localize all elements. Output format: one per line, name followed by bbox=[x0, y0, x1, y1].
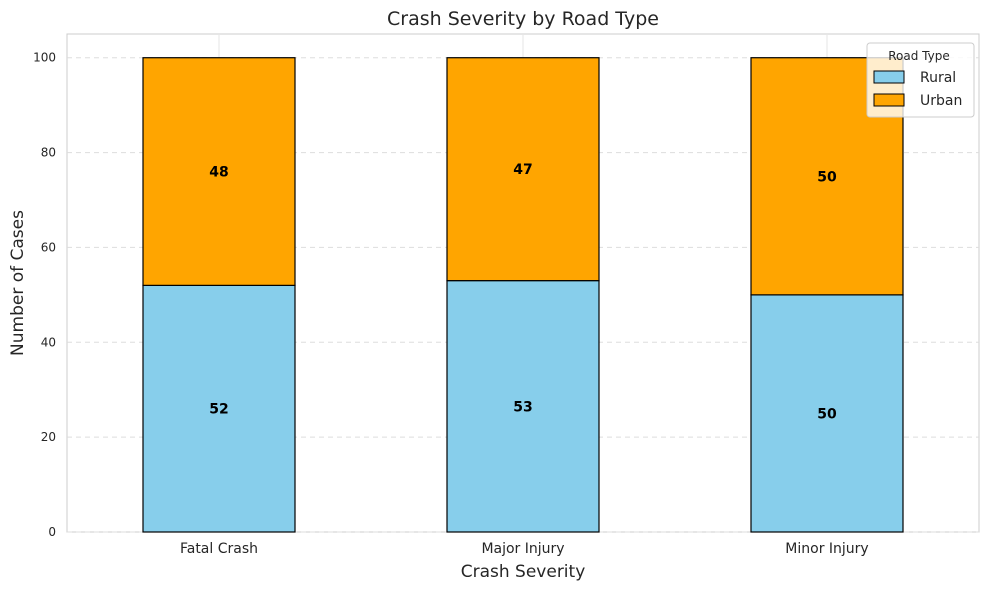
legend-label-rural: Rural bbox=[920, 70, 956, 86]
y-tick-label-4: 80 bbox=[41, 146, 56, 160]
bars: 52 48 53 47 50 50 bbox=[142, 57, 904, 533]
x-tick-label-2: Minor Injury bbox=[785, 541, 868, 557]
y-tick-label-0: 0 bbox=[48, 525, 56, 539]
y-tick-label-5: 100 bbox=[33, 51, 56, 65]
x-tick-label-0: Fatal Crash bbox=[180, 541, 258, 557]
bar-label-rural-0: 52 bbox=[209, 402, 228, 418]
legend-title: Road Type bbox=[888, 49, 950, 63]
y-tick-label-2: 40 bbox=[41, 335, 56, 349]
x-axis-ticks: Fatal Crash Major Injury Minor Injury bbox=[180, 541, 869, 557]
y-axis-ticks: 0 20 40 60 80 100 bbox=[33, 51, 56, 539]
bar-rural-0 bbox=[142, 284, 296, 533]
x-tick-label-1: Major Injury bbox=[481, 541, 564, 557]
chart-title: Crash Severity by Road Type bbox=[387, 8, 659, 30]
x-axis-label: Crash Severity bbox=[461, 562, 586, 582]
legend-swatch-rural bbox=[873, 70, 905, 84]
legend: Road Type Rural Urban bbox=[866, 42, 975, 118]
bar-label-urban-1: 47 bbox=[513, 162, 532, 178]
bar-label-rural-2: 50 bbox=[817, 406, 837, 422]
y-tick-label-3: 60 bbox=[41, 240, 56, 254]
bar-label-urban-2: 50 bbox=[817, 169, 837, 185]
bar-urban-1 bbox=[446, 57, 600, 282]
bar-label-rural-1: 53 bbox=[513, 399, 532, 415]
legend-swatch-urban bbox=[873, 93, 905, 107]
bar-urban-0 bbox=[142, 57, 296, 286]
y-tick-label-1: 20 bbox=[41, 430, 56, 444]
legend-label-urban: Urban bbox=[920, 93, 962, 109]
y-axis-label: Number of Cases bbox=[8, 210, 28, 356]
bar-label-urban-0: 48 bbox=[209, 165, 228, 181]
